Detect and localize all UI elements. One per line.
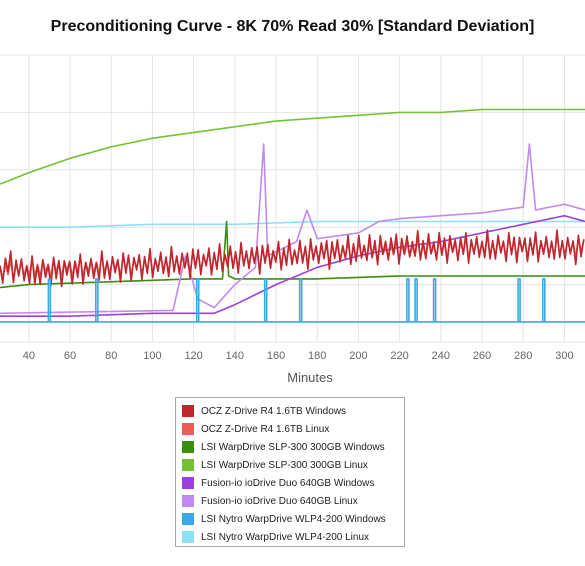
x-tick-label: 120	[184, 350, 202, 362]
legend-item[interactable]: LSI Nytro WarpDrive WLP4-200 Windows	[182, 510, 404, 528]
legend-label: LSI WarpDrive SLP-300 300GB Linux	[201, 459, 368, 471]
legend-swatch	[182, 477, 194, 489]
x-axis-title: Minutes	[287, 370, 333, 385]
legend-item[interactable]: LSI WarpDrive SLP-300 300GB Linux	[182, 456, 404, 474]
series-line-3	[0, 108, 585, 185]
x-tick-label: 240	[432, 350, 450, 362]
grid-lines	[0, 54, 585, 343]
x-tick-label: 140	[226, 350, 244, 362]
x-tick-label: 60	[64, 350, 76, 362]
legend-item[interactable]: OCZ Z-Drive R4 1.6TB Linux	[182, 420, 404, 438]
legend-label: LSI WarpDrive SLP-300 300GB Windows	[201, 441, 385, 453]
legend: OCZ Z-Drive R4 1.6TB Windows OCZ Z-Drive …	[175, 397, 405, 547]
legend-swatch	[182, 423, 194, 435]
legend-swatch	[182, 513, 194, 525]
x-tick-labels: 40 60 80 100 120 140 160 180 200 220 240 260 280 300	[23, 350, 574, 362]
series-line-7	[0, 220, 585, 228]
x-tick-label: 100	[143, 350, 161, 362]
legend-label: OCZ Z-Drive R4 1.6TB Linux	[201, 423, 330, 435]
chart-title: Preconditioning Curve - 8K 70% Read 30% …	[50, 18, 535, 35]
legend-swatch	[182, 459, 194, 471]
legend-item[interactable]: LSI Nytro WarpDrive WLP4-200 Linux	[182, 528, 404, 546]
x-tick-label: 280	[514, 350, 532, 362]
legend-label: LSI Nytro WarpDrive WLP4-200 Linux	[201, 531, 370, 543]
legend-swatch	[182, 441, 194, 453]
x-tick-label: 300	[555, 350, 573, 362]
x-tick-label: 180	[308, 350, 326, 362]
legend-swatch	[182, 495, 194, 507]
x-tick-label: 160	[267, 350, 285, 362]
x-tick-label: 260	[473, 350, 491, 362]
legend-item[interactable]: LSI WarpDrive SLP-300 300GB Windows	[182, 438, 404, 456]
x-tick-label: 220	[390, 350, 408, 362]
x-tick-label: 80	[105, 350, 117, 362]
series-lines	[0, 108, 585, 323]
legend-label: Fusion-io ioDrive Duo 640GB Windows	[201, 477, 375, 489]
x-tick-label: 200	[349, 350, 367, 362]
legend-label: OCZ Z-Drive R4 1.6TB Windows	[201, 405, 347, 417]
legend-label: LSI Nytro WarpDrive WLP4-200 Windows	[201, 513, 386, 525]
legend-swatch	[182, 531, 194, 543]
legend-item[interactable]: OCZ Z-Drive R4 1.6TB Windows	[182, 402, 404, 420]
legend-swatch	[182, 405, 194, 417]
series-line-6	[0, 278, 585, 323]
series-line-0	[0, 229, 585, 288]
legend-item[interactable]: Fusion-io ioDrive Duo 640GB Windows	[182, 474, 404, 492]
x-tick-label: 40	[23, 350, 35, 362]
legend-item[interactable]: Fusion-io ioDrive Duo 640GB Linux	[182, 492, 404, 510]
series-line-4	[0, 214, 585, 318]
legend-label: Fusion-io ioDrive Duo 640GB Linux	[201, 495, 358, 507]
